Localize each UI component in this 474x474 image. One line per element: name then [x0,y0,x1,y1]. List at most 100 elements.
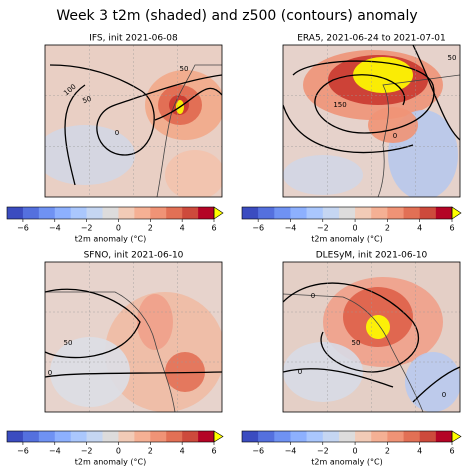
coastline [156,64,222,197]
panel-title: SFNO, init 2021-06-10 [84,251,184,261]
colorbar: −6 −4 −2 0 2 4 6 t2m anomaly (°C) [241,206,462,244]
colorbar-segment [118,431,135,442]
z500-contour [412,45,460,141]
colorbar-extension [451,430,462,443]
colorbar-tick-label: 6 [449,224,454,233]
colorbar-tick-label: 4 [417,447,422,456]
map-frame [282,44,461,198]
colorbar-segment [371,207,388,219]
colorbar-label: t2m anomaly (°C) [311,235,382,244]
colorbar-tick-label: 0 [353,447,358,456]
colorbar-tick-label: 2 [385,224,390,233]
contour-label: 50 [352,339,361,347]
contour-label: 0 [393,132,397,140]
colorbar-segment [38,431,56,442]
colorbar-tick-label: −6 [252,224,264,233]
map-frame [44,44,223,198]
colorbar-segment [70,431,87,442]
colorbar-segment [182,431,199,442]
colorbar-segment [274,431,291,442]
colorbar-label: t2m anomaly (°C) [311,458,382,467]
colorbar-segment [150,431,167,442]
map [283,262,460,412]
colorbar-tick-label: 0 [116,224,121,233]
contour-label: 0 [115,129,119,137]
contour-label: 50 [180,65,189,73]
colorbar-frame [241,430,453,443]
colorbar-tick-label: −4 [285,447,297,456]
map-panel: DLESyM, init 2021-06-10 0 50 0 0 [282,251,461,413]
figure-title: Week 3 t2m (shaded) and z500 (contours) … [56,8,417,24]
z500-contour [292,60,435,134]
colorbar-segment [102,207,119,219]
colorbar-segment [242,207,259,219]
z500-contour [283,104,414,154]
panel-title: DLESyM, init 2021-06-10 [316,251,428,261]
colorbar-extension [213,430,224,443]
colorbar-segment [38,207,56,219]
colorbar-segment [134,207,151,219]
colorbar-segment [290,431,307,442]
colorbar-segment [242,431,259,442]
colorbar-segment [166,207,183,219]
colorbar-tick-label: −6 [252,447,264,456]
colorbar-segment [7,207,24,219]
colorbar: −6 −4 −2 0 2 4 6 t2m anomaly (°C) [6,430,224,467]
colorbar-tick-label: 2 [385,447,390,456]
colorbar-frame [6,430,215,443]
contour-label: 50 [448,54,457,62]
temperature-anomaly-area [165,150,222,197]
colorbar-segment [322,207,340,219]
colorbar-segment [435,207,453,219]
temperature-anomaly-area [283,342,363,402]
map-frame [44,261,223,413]
colorbar-extension [451,206,462,220]
colorbar-segment [70,207,87,219]
colorbar-tick-label: −4 [49,224,61,233]
colorbar-extension [213,206,224,220]
colorbar-segment [54,431,71,442]
panel-title: ERA5, 2021-06-24 to 2021-07-01 [297,34,446,44]
colorbar-segment [150,207,167,219]
colorbar-segment [435,431,453,442]
colorbar-segment [22,431,40,442]
colorbar-tick-label: 6 [211,447,216,456]
colorbar-segment [290,207,307,219]
colorbar-tick-label: 6 [449,447,454,456]
colorbar-tick-label: −4 [49,447,61,456]
colorbar-segment [166,431,183,442]
colorbar-segment [198,207,215,219]
z500-contour [154,87,222,121]
colorbar-segment [274,207,291,219]
contour-label: 50 [64,339,73,347]
map-panel: ERA5, 2021-06-24 to 2021-07-01 50 150 0 [282,34,461,198]
colorbar-segment [86,431,103,442]
colorbar-tick-label: 4 [180,224,185,233]
z500-contour [283,282,420,373]
colorbar: −6 −4 −2 0 2 4 6 t2m anomaly (°C) [241,430,462,467]
colorbar-segment [387,207,404,219]
colorbar-segment [419,431,437,442]
colorbar-segment [118,207,135,219]
colorbar-tick-label: 2 [148,224,153,233]
panel-title: IFS, init 2021-06-08 [89,34,178,44]
z500-contour [64,84,86,186]
z500-contour [45,288,141,359]
colorbar-tick-label: −2 [81,224,93,233]
colorbar-segment [403,207,420,219]
colorbar-tick-label: 6 [211,224,216,233]
colorbar-tick-label: −6 [17,447,29,456]
colorbar-segment [419,207,437,219]
colorbar-tick-label: 0 [353,224,358,233]
coastline [45,291,176,412]
colorbar: −6 −4 −2 0 2 4 6 t2m anomaly (°C) [6,206,224,244]
z500-contour [412,366,460,403]
contour-label: 0 [298,368,302,376]
temperature-anomaly-area [366,315,390,339]
z500-contour [49,64,222,156]
colorbar-tick-label: −2 [317,224,329,233]
contour-label: 0 [442,391,446,399]
colorbar-segment [355,431,372,442]
map [45,262,222,412]
